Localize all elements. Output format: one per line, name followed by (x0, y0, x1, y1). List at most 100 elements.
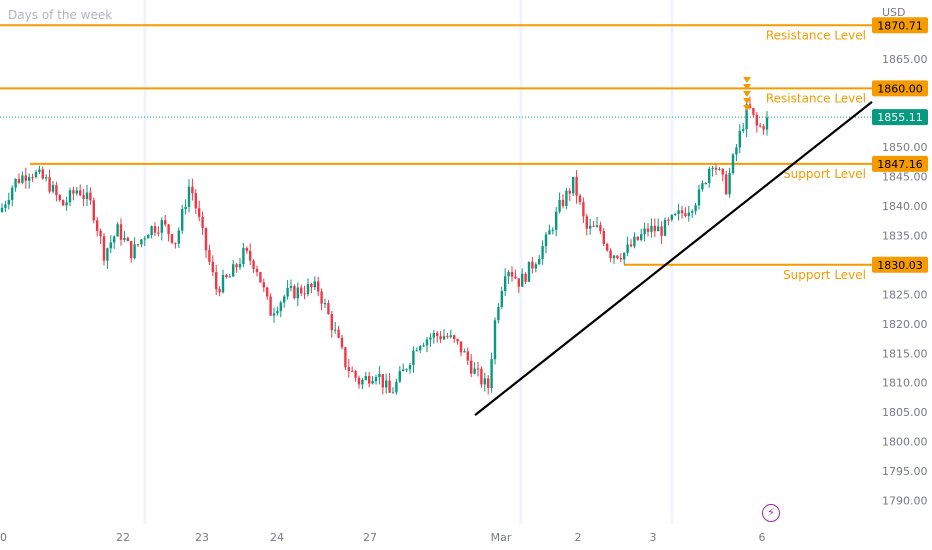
candle-body (187, 186, 191, 207)
candle-body (75, 190, 78, 194)
y-tick-label: 1810.00 (882, 377, 928, 390)
candle-body (646, 228, 650, 232)
candle-body (296, 287, 299, 299)
last-price-tag (872, 109, 928, 126)
trendline (474, 100, 873, 416)
candle-body (565, 190, 568, 206)
candle-body (344, 347, 347, 368)
candle-body (684, 213, 687, 217)
candle-body (735, 147, 738, 155)
candle-body (765, 117, 769, 130)
candle-body (643, 228, 646, 235)
y-tick-label: 1800.00 (882, 436, 928, 449)
x-tick-label: 24 (270, 531, 284, 544)
candle-body (303, 293, 306, 295)
candle-body (612, 255, 616, 259)
candle-body (204, 228, 208, 251)
candle-body (415, 350, 418, 352)
candle-body (609, 250, 612, 259)
candle-body (262, 282, 265, 288)
candle-body (0, 207, 4, 212)
candle-body (524, 273, 527, 282)
candle-body (626, 244, 629, 253)
candle-body (531, 261, 534, 269)
candle-body (310, 284, 313, 288)
candle-body (106, 248, 109, 261)
candle-body (429, 337, 432, 340)
candle-body (181, 209, 184, 231)
candle-body (215, 272, 218, 290)
candle-body (402, 369, 405, 372)
candle-body (742, 129, 745, 131)
candle-body (385, 380, 388, 388)
arrow-markers (743, 77, 751, 111)
candle-body (198, 208, 201, 217)
candle-body (470, 360, 473, 374)
lightning-icon[interactable]: ⚡ (762, 504, 780, 522)
candle-body (670, 214, 673, 220)
candle-body (7, 199, 10, 205)
candle-body (653, 225, 656, 232)
candle-body (694, 205, 697, 212)
candle-body (578, 195, 582, 203)
x-tick-label: 2 (575, 531, 582, 544)
candle-body (228, 276, 231, 278)
candle-body (725, 174, 728, 195)
candle-body (232, 264, 235, 277)
arrow-marker (743, 105, 751, 111)
candle-body (368, 375, 371, 384)
y-tick-label: 1795.00 (882, 465, 928, 478)
candle-body (521, 273, 524, 287)
y-tick-label: 1845.00 (882, 171, 928, 184)
candle-body (283, 296, 286, 303)
candle-body (466, 351, 469, 361)
candle-body (476, 368, 480, 370)
y-tick-label: 1840.00 (882, 200, 928, 213)
candle-body (432, 333, 435, 338)
candle-body (541, 246, 544, 260)
candle-body (680, 210, 684, 214)
x-tick-label: Mar (491, 531, 512, 544)
candle-body (218, 289, 221, 293)
candle-body (633, 236, 636, 247)
candle-body (721, 168, 724, 175)
candle-body (507, 272, 510, 277)
candlestick-series (0, 96, 769, 395)
level-price-tag (872, 155, 928, 172)
time-axis: 0 22 23 24 27 Mar 2 3 6 (0, 531, 766, 544)
candle-body (493, 320, 497, 360)
arrow-marker (743, 91, 751, 97)
level-price-tag-text: 1860.00 (877, 82, 923, 95)
candle-body (381, 374, 384, 388)
candle-body (34, 172, 38, 178)
candle-body (398, 371, 401, 382)
candle-body (136, 244, 140, 246)
candle-body (544, 234, 548, 247)
candle-body (85, 192, 89, 199)
candle-body (123, 237, 126, 240)
y-tick-label: 1820.00 (882, 318, 928, 331)
y-tick-label: 1850.00 (882, 141, 928, 154)
candle-body (391, 392, 395, 394)
level-price-tag-text: 1830.03 (877, 259, 923, 272)
candle-body (191, 186, 194, 194)
candle-body (483, 378, 486, 385)
candle-body (51, 185, 55, 192)
candle-body (337, 329, 340, 338)
candle-body (568, 190, 571, 194)
candle-body (323, 303, 327, 305)
candle-body (96, 220, 99, 231)
candle-body (269, 296, 272, 316)
candle-body (38, 169, 41, 173)
candle-body (619, 258, 622, 260)
candle-body (235, 264, 238, 268)
candle-body (459, 341, 463, 353)
candle-body (374, 377, 378, 382)
candle-body (238, 263, 242, 268)
candle-body (422, 345, 425, 347)
candle-body (160, 220, 163, 233)
candle-body (408, 365, 412, 370)
x-tick-label: 6 (759, 531, 766, 544)
candle-body (378, 374, 381, 378)
